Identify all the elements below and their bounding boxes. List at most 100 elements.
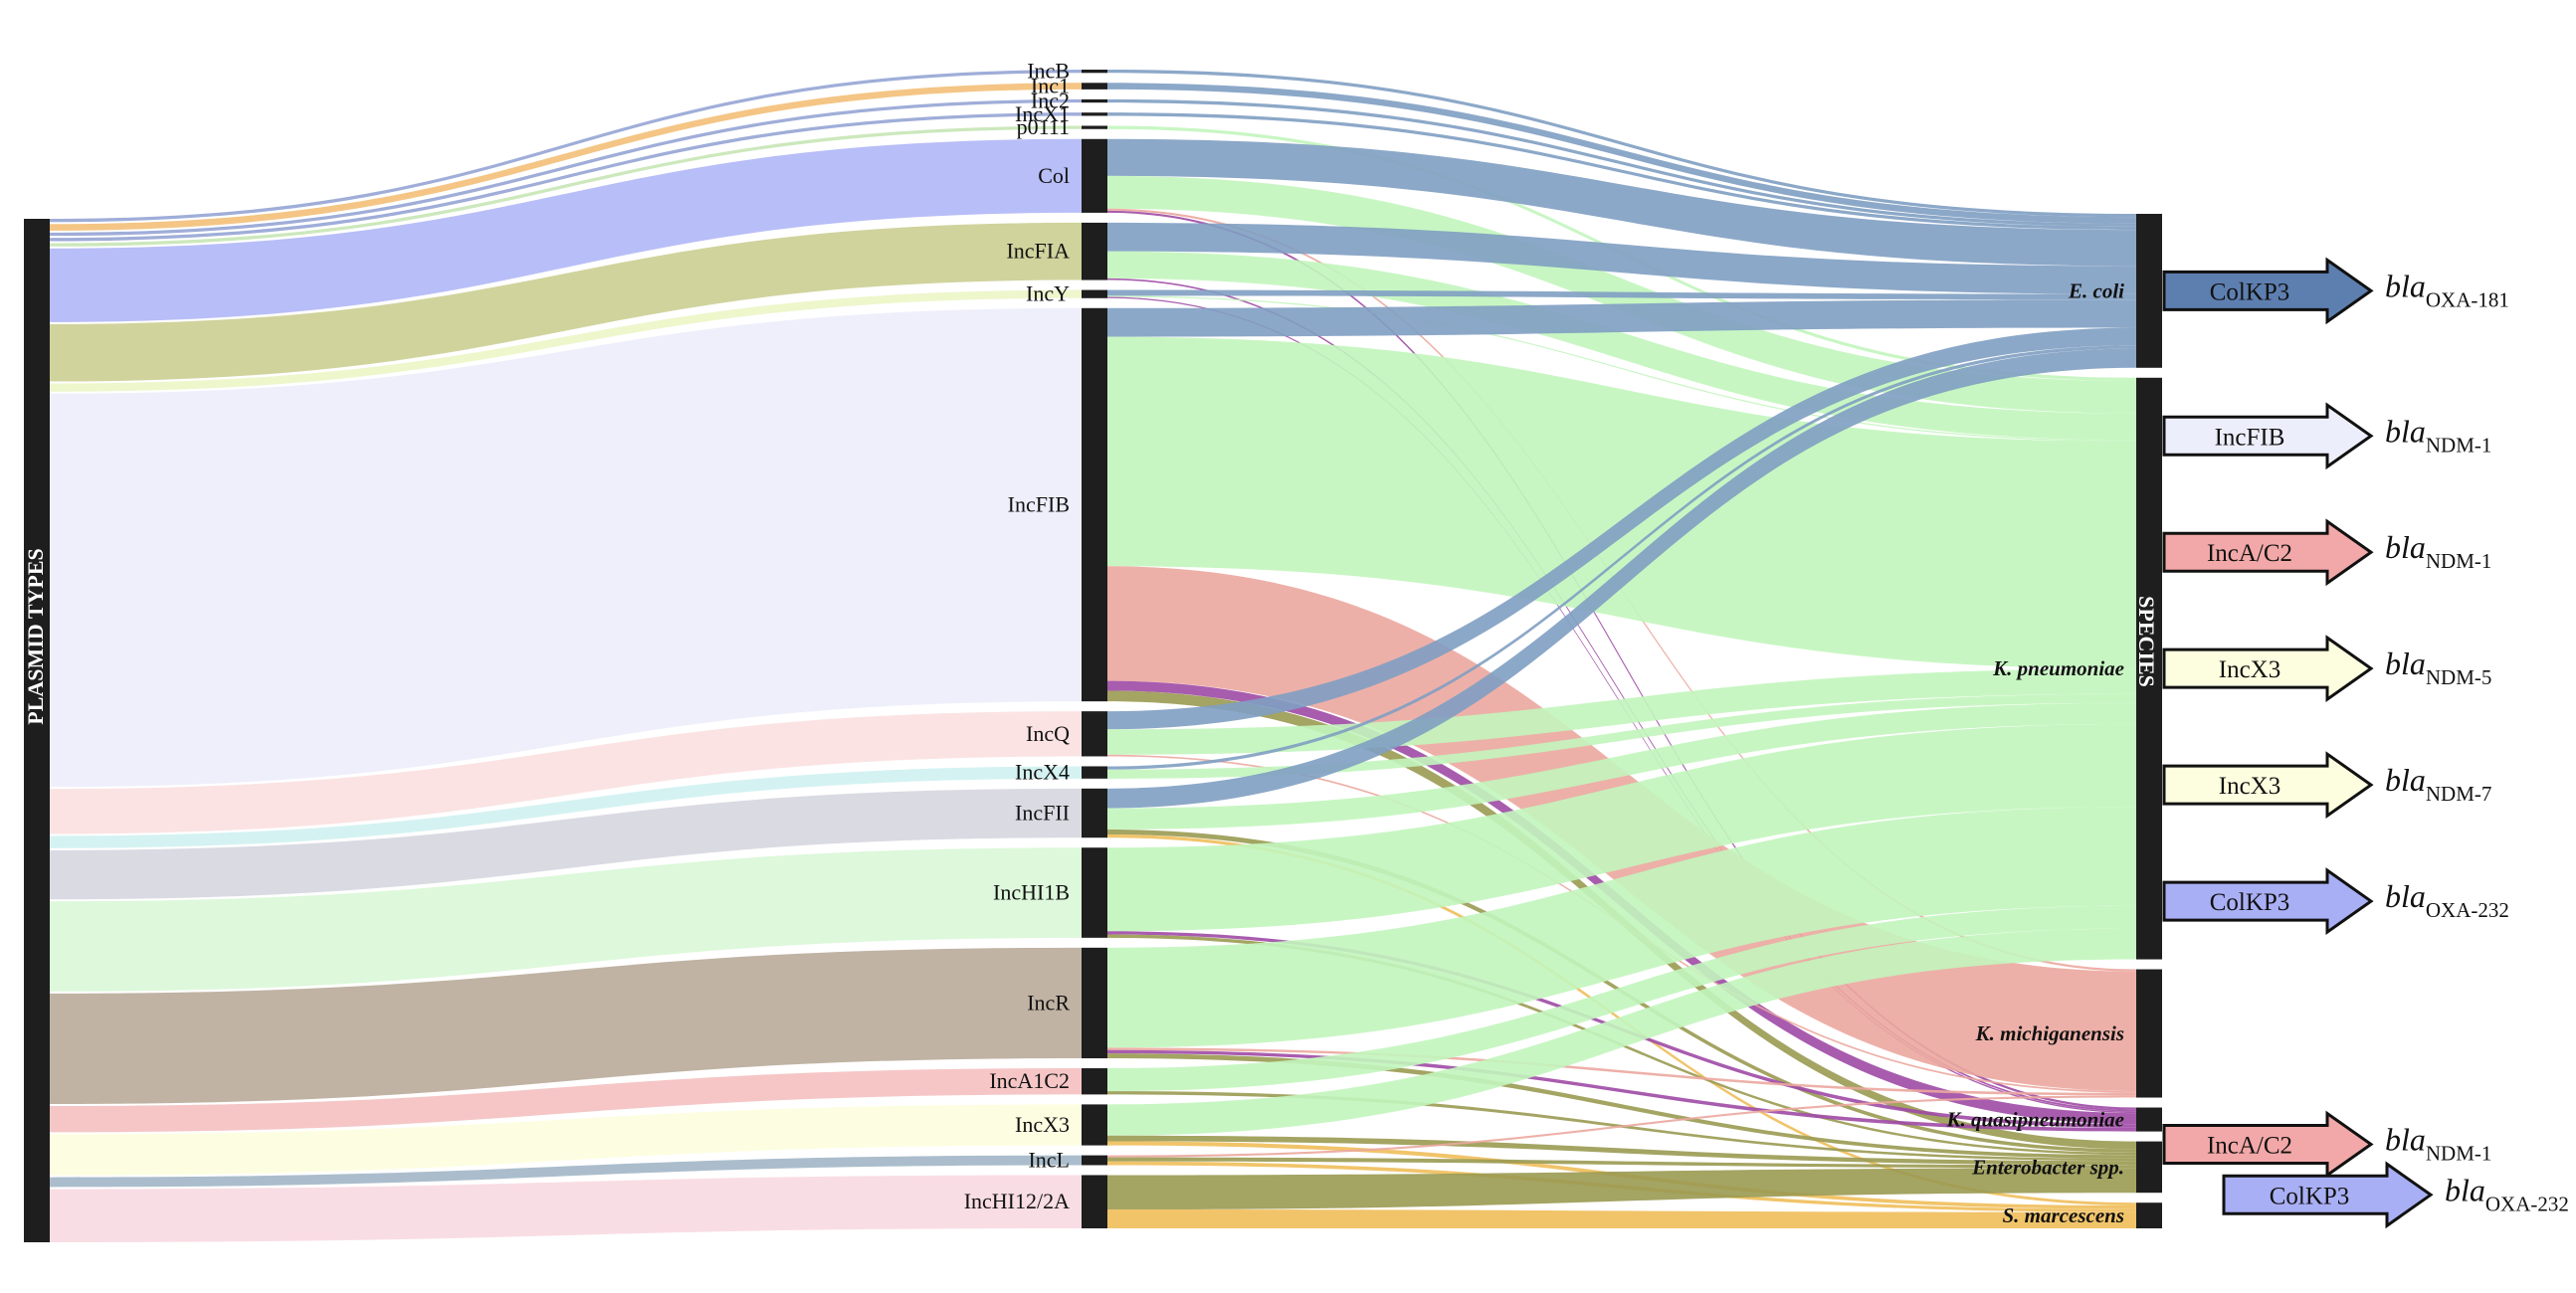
gene-label-7: blaOXA-232 <box>2445 1172 2569 1215</box>
left-flow-p0111 <box>50 125 1082 247</box>
plasmid-label-incx1: IncX1 <box>1015 101 1070 126</box>
left-flow-incq <box>50 711 1082 834</box>
left-flow-incl <box>50 1155 1082 1188</box>
plasmid-types-bar <box>24 219 50 1242</box>
node-bar-incb <box>1082 70 1107 74</box>
flow-incr-to-kpneu <box>1107 807 2136 1048</box>
species-bar-ent <box>2136 1141 2162 1194</box>
left-flows <box>50 70 1082 1242</box>
flow-incy-to-kpneu <box>1107 295 2136 442</box>
flow-inchi1b-to-kpneu <box>1107 723 2136 932</box>
left-flow-inc2 <box>50 98 1082 237</box>
left-flow-inchi12-2a <box>50 1175 1082 1242</box>
left-flow-inchi1b <box>50 847 1082 992</box>
species-bar-kquasi <box>2136 1107 2162 1132</box>
species-label-kmich: K. michiganensis <box>1975 1021 2124 1045</box>
arrow-shape-3 <box>2162 635 2374 703</box>
gene-label-6: blaNDM-1 <box>2385 1122 2491 1166</box>
gene-arrows: ColKP3 blaOXA-181 IncFIB blaNDM-1 IncA/C2 bla… <box>2162 257 2569 1229</box>
gene-subscript-0: OXA-181 <box>2426 287 2509 311</box>
node-bar-incq <box>1082 711 1107 757</box>
left-flow-incy <box>50 289 1082 392</box>
arrow-label-1: IncFIB <box>2215 424 2285 451</box>
arrow-shape-6 <box>2162 1110 2374 1179</box>
gene-label-2: blaNDM-1 <box>2385 529 2491 573</box>
left-flow-incx1 <box>50 112 1082 242</box>
flow-inchi12-2a-to-smarc <box>1107 1209 2136 1228</box>
plasmid-label-inc2: Inc2 <box>1031 89 1070 113</box>
arrow-shape-4 <box>2162 751 2374 820</box>
species-bar-smarc <box>2136 1202 2162 1228</box>
plasmid-label-incx4: IncX4 <box>1015 760 1070 785</box>
gene-arrow-2: IncA/C2 blaNDM-1 <box>2162 518 2491 587</box>
plasmid-label-incr: IncR <box>1027 990 1070 1015</box>
arrow-shape-7 <box>2222 1161 2434 1229</box>
arrow-label-2: IncA/C2 <box>2207 540 2292 567</box>
left-flow-incfii <box>50 788 1082 900</box>
gene-arrow-0: ColKP3 blaOXA-181 <box>2162 257 2509 325</box>
flow-col-to-kquasi <box>1107 210 2136 1110</box>
gene-subscript-6: NDM-1 <box>2426 1142 2492 1166</box>
plasmid-label-incfib: IncFIB <box>1008 491 1070 516</box>
node-bar-p0111 <box>1082 125 1107 129</box>
left-flow-inc1 <box>50 83 1082 231</box>
flow-incr-to-ent <box>1107 1053 2136 1159</box>
arrow-label-0: ColKP3 <box>2210 278 2290 305</box>
node-bar-incx4 <box>1082 766 1107 779</box>
flow-incfia-to-kquasi <box>1107 277 2136 1112</box>
plasmid-label-incy: IncY <box>1026 281 1070 306</box>
gene-arrow-6: IncA/C2 blaNDM-1 <box>2162 1110 2491 1179</box>
plasmid-label-inchi1b: IncHI1B <box>993 880 1070 905</box>
species-label-smarc: S. marcescens <box>2003 1203 2125 1227</box>
flow-col-to-ecoli <box>1107 138 2136 267</box>
flow-incx3-to-kpneu <box>1107 928 2136 1136</box>
node-bar-incl <box>1082 1155 1107 1166</box>
plasmid-label-inca1c2: IncA1C2 <box>989 1068 1070 1093</box>
flow-incl-to-kmich <box>1107 1095 2136 1158</box>
flow-incy-to-ecoli <box>1107 289 2136 300</box>
left-flow-inca1c2 <box>50 1068 1082 1133</box>
left-flow-col <box>50 138 1082 322</box>
plasmid-label-p0111: p0111 <box>1017 114 1070 139</box>
flow-incq-to-kpneu <box>1107 668 2136 755</box>
gene-arrow-4: IncX3 blaNDM-7 <box>2162 751 2491 820</box>
flow-incl-to-ent <box>1107 1157 2136 1169</box>
gene-subscript-7: OXA-232 <box>2485 1192 2569 1215</box>
gene-label-4: blaNDM-7 <box>2385 762 2491 806</box>
right-flows <box>1107 70 2136 1228</box>
flow-incr-to-kmich <box>1107 1047 2136 1096</box>
gene-subscript-3: NDM-5 <box>2426 665 2492 689</box>
plasmid-types-axis-label: PLASMID TYPES <box>23 548 48 724</box>
node-bar-inc1 <box>1082 83 1107 90</box>
species-label-kquasi: K. quasipneumoniae <box>1945 1108 2124 1132</box>
flow-incx3-to-ent <box>1107 1135 2136 1166</box>
arrow-shape-1 <box>2162 402 2374 470</box>
gene-label-1: blaNDM-1 <box>2385 413 2491 457</box>
plasmid-label-incl: IncL <box>1028 1148 1070 1173</box>
flow-inchi12-2a-to-ent <box>1107 1168 2136 1210</box>
left-flow-incfia <box>50 222 1082 382</box>
species-label-ent: Enterobacter spp. <box>1971 1155 2124 1179</box>
gene-label-3: blaNDM-5 <box>2385 646 2491 689</box>
node-bar-incx1 <box>1082 112 1107 116</box>
gene-label-5: blaOXA-232 <box>2385 878 2509 922</box>
plasmid-label-incfii: IncFII <box>1015 801 1070 826</box>
gene-subscript-5: OXA-232 <box>2426 898 2509 922</box>
species-label-kpneu: K. pneumoniae <box>1992 656 2124 680</box>
left-flow-incr <box>50 947 1082 1105</box>
flow-incx4-to-ecoli <box>1107 345 2136 770</box>
left-flow-incfib <box>50 307 1082 788</box>
left-flow-incb <box>50 70 1082 223</box>
gene-subscript-1: NDM-1 <box>2426 433 2492 457</box>
arrow-shape-2 <box>2162 518 2374 587</box>
plasmid-label-incx3: IncX3 <box>1015 1112 1070 1137</box>
arrow-label-7: ColKP3 <box>2270 1183 2350 1209</box>
node-bar-incfib <box>1082 307 1107 702</box>
plasmid-label-incq: IncQ <box>1026 721 1070 746</box>
left-flow-incx4 <box>50 766 1082 848</box>
flow-incfii-to-kpneu <box>1107 702 2136 830</box>
node-bar-incfia <box>1082 222 1107 280</box>
plasmid-label-incb: IncB <box>1027 59 1070 84</box>
